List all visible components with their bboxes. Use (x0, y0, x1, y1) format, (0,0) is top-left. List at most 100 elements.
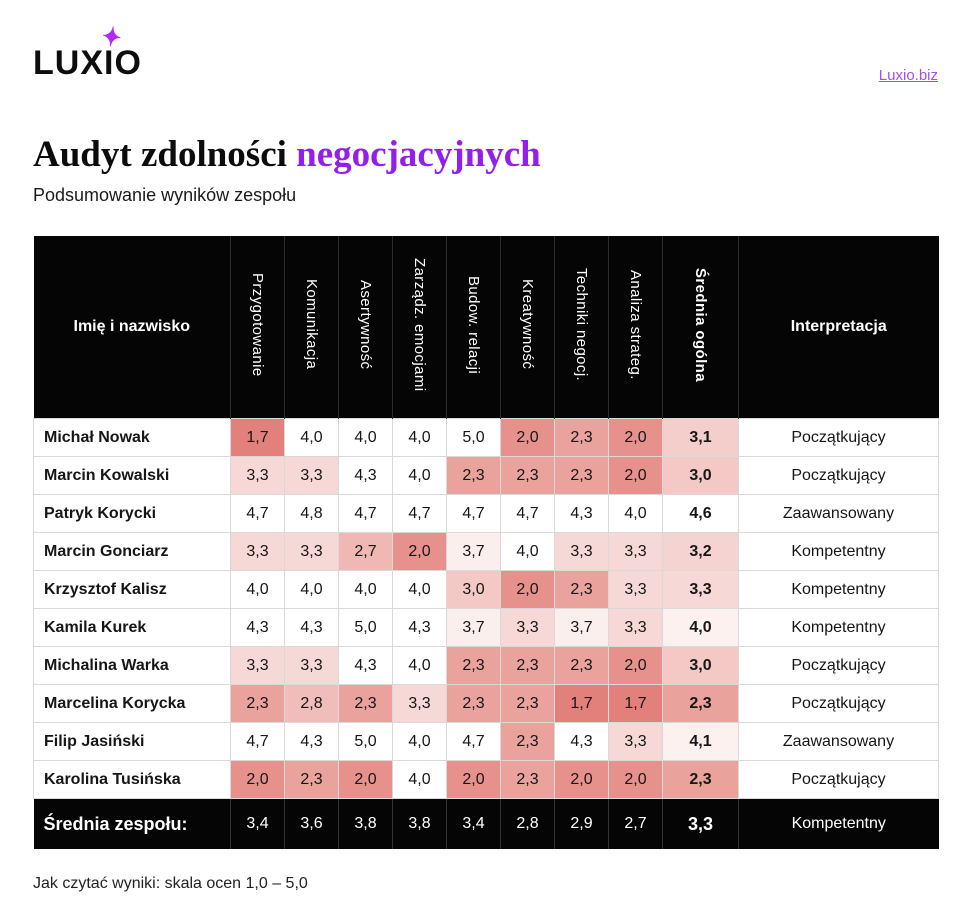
score-cell: 5,0 (338, 722, 393, 762)
table-row: Filip Jasiński 4,7 4,3 5,0 4,0 4,7 2,3 4,3 3,3 4,… (33, 722, 939, 762)
team-average-score-cell: 2,7 (608, 798, 663, 849)
table-row: Marcin Gonciarz 3,3 3,3 2,7 2,0 3,7 4,0 3,3 3,3 3… (33, 532, 939, 572)
table-row: Patryk Korycki 4,7 4,8 4,7 4,7 4,7 4,7 4,3 4,0 4,… (33, 494, 939, 534)
average-cell: 2,3 (662, 684, 739, 724)
score-cell: 3,3 (284, 646, 339, 686)
table-row: Michał Nowak 1,7 4,0 4,0 4,0 5,0 2,0 2,3 2,0 3,1 P… (33, 418, 939, 458)
score-cell: 2,3 (338, 684, 393, 724)
score-cell: 4,0 (608, 494, 663, 534)
score-cell: 4,0 (392, 418, 447, 458)
skill-column-header: Asertywność (338, 235, 393, 419)
score-cell: 2,0 (338, 760, 393, 800)
score-cell: 2,3 (284, 760, 339, 800)
student-name-cell: Michał Nowak (33, 418, 231, 458)
table-footer: Średnia zespołu: 3,4 3,6 3,8 3,8 3,4 2,8 2,9 2,7… (33, 798, 939, 849)
title-main: Audyt zdolności (33, 134, 287, 175)
luxio-biz-link[interactable]: Luxio.biz (878, 67, 938, 84)
average-cell: 3,2 (662, 532, 739, 572)
skill-column-label: Komunikacja (303, 279, 320, 370)
score-cell: 2,3 (446, 456, 501, 496)
score-cell: 2,7 (338, 532, 393, 572)
score-cell: 2,3 (554, 646, 609, 686)
score-cell: 4,7 (446, 494, 501, 534)
score-cell: 4,8 (284, 494, 339, 534)
team-average-score-cell: 3,4 (230, 798, 285, 849)
interpretation-cell: Początkujący (738, 684, 939, 724)
score-cell: 3,3 (608, 722, 663, 762)
interpretation-cell: Kompetentny (738, 608, 939, 648)
score-cell: 2,8 (284, 684, 339, 724)
interpretation-cell: Kompetentny (738, 532, 939, 572)
skill-column-label: Kreatywność (519, 279, 536, 370)
score-cell: 2,0 (500, 418, 555, 458)
topbar: ✦ LUXIO Luxio.biz (33, 20, 938, 86)
score-cell: 5,0 (446, 418, 501, 458)
average-cell: 2,3 (662, 760, 739, 800)
interpretation-cell: Kompetentny (738, 570, 939, 610)
table-row: Marcin Kowalski 3,3 3,3 4,3 4,0 2,3 2,3 2,3 2,0 3… (33, 456, 939, 496)
skill-column-label: Budow. relacji (465, 275, 482, 374)
skill-column-header: Techniki negocj. (554, 235, 609, 419)
skill-column-label: Zarządz. emocjami (411, 257, 428, 392)
student-name-cell: Karolina Tusińska (33, 760, 231, 800)
skill-column-header: Przygotowanie (230, 235, 285, 419)
table-row: Marcelina Korycka 2,3 2,8 2,3 3,3 2,3 2,3 1,7 1,… (33, 684, 939, 724)
score-cell: 4,0 (338, 418, 393, 458)
score-cell: 2,3 (500, 722, 555, 762)
logo-text: LUXIO (33, 43, 142, 82)
score-cell: 4,7 (392, 494, 447, 534)
team-average-interpretation-cell: Kompetentny (738, 798, 939, 849)
score-cell: 2,3 (500, 646, 555, 686)
table-row: Karolina Tusińska 2,0 2,3 2,0 4,0 2,0 2,3 2,0 2,… (33, 760, 939, 800)
score-cell: 4,3 (284, 608, 339, 648)
score-cell: 3,3 (284, 532, 339, 572)
score-cell: 2,0 (608, 456, 663, 496)
score-cell: 4,0 (500, 532, 555, 572)
score-cell: 4,0 (392, 760, 447, 800)
results-table: Imię i nazwisko Przygotowanie Komunikacja… (33, 235, 939, 849)
luxio-logo: ✦ LUXIO (33, 20, 142, 83)
score-cell: 3,7 (446, 608, 501, 648)
score-cell: 4,7 (500, 494, 555, 534)
footer-note: Jak czytać wyniki: skala ocen 1,0 – 5,0 (33, 874, 308, 892)
score-cell: 2,0 (392, 532, 447, 572)
average-cell: 3,3 (662, 570, 739, 610)
score-cell: 3,3 (230, 646, 285, 686)
score-cell: 2,0 (608, 418, 663, 458)
team-average-score-cell: 3,4 (446, 798, 501, 849)
table-header: Imię i nazwisko Przygotowanie Komunikacja… (33, 235, 939, 419)
skill-column-label: Asertywność (357, 279, 374, 370)
score-cell: 4,3 (554, 722, 609, 762)
score-cell: 2,0 (554, 760, 609, 800)
score-cell: 4,3 (338, 456, 393, 496)
score-cell: 1,7 (554, 684, 609, 724)
interpretation-column-header: Interpretacja (738, 235, 939, 419)
team-average-score-cell: 2,9 (554, 798, 609, 849)
page-subtitle: Podsumowanie wyników zespołu (33, 184, 297, 205)
average-cell: 4,0 (662, 608, 739, 648)
team-average-row: Średnia zespołu: 3,4 3,6 3,8 3,8 3,4 2,8 2,9 2,7… (33, 798, 939, 849)
report-page: ✦ LUXIO Luxio.biz Audyt zdolności negocj… (0, 20, 971, 893)
score-cell: 2,3 (500, 760, 555, 800)
score-cell: 3,0 (446, 570, 501, 610)
score-cell: 4,3 (230, 608, 285, 648)
student-name-cell: Krzysztof Kalisz (33, 570, 231, 610)
score-cell: 4,7 (338, 494, 393, 534)
interpretation-cell: Zaawansowany (738, 722, 939, 762)
score-cell: 5,0 (338, 608, 393, 648)
skill-column-header: Analiza strateg. (608, 235, 663, 419)
interpretation-cell: Początkujący (738, 456, 939, 496)
team-average-score-cell: 3,6 (284, 798, 339, 849)
skill-column-header: Budow. relacji (446, 235, 501, 419)
team-average-overall-cell: 3,3 (662, 798, 739, 849)
score-cell: 4,3 (554, 494, 609, 534)
interpretation-cell: Początkujący (738, 418, 939, 458)
student-name-cell: Marcelina Korycka (33, 684, 231, 724)
average-cell: 3,0 (662, 646, 739, 686)
sparkle-icon: ✦ (100, 20, 125, 53)
score-cell: 2,3 (230, 684, 285, 724)
header-row: Imię i nazwisko Przygotowanie Komunikacja… (33, 235, 939, 419)
score-cell: 4,3 (392, 608, 447, 648)
team-average-score-cell: 3,8 (338, 798, 393, 849)
score-cell: 2,3 (446, 684, 501, 724)
